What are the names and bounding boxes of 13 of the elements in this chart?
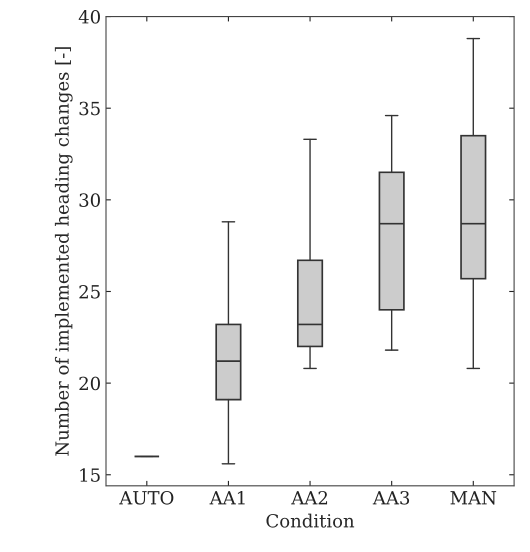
y-axis-title: Number of implemented heading changes [-] [54, 47, 73, 456]
y-tick-label: 40 [78, 10, 100, 24]
x-tick-label: AA1 [210, 490, 245, 504]
y-tick-label: 20 [79, 376, 100, 390]
y-tick-label: 35 [80, 102, 100, 116]
x-tick-label: MAN [450, 491, 496, 505]
y-tick-label: 15 [80, 468, 100, 482]
y-tick-label: 30 [80, 193, 100, 207]
x-tick-label: AUTO [119, 490, 174, 505]
x-tick-label: AA2 [291, 490, 328, 504]
x-axis-title: Condition [266, 514, 354, 528]
y-tick-label: 25 [79, 284, 100, 299]
x-tick-label: AA3 [372, 490, 410, 505]
